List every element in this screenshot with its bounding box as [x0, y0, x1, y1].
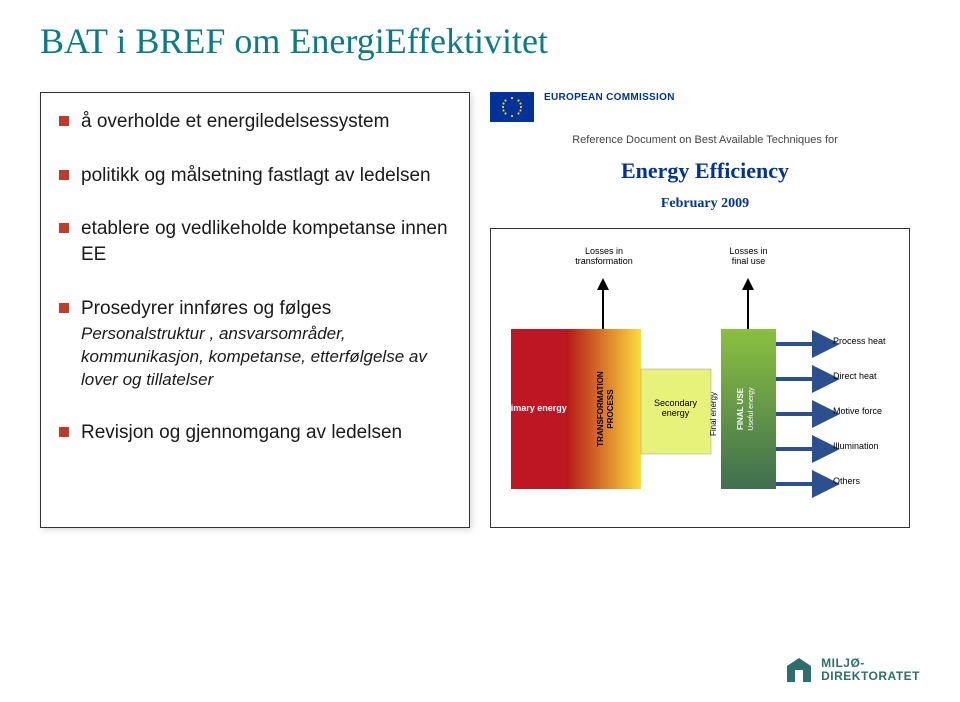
bullet-text: Prosedyrer innføres og følges	[81, 296, 451, 322]
page-title: BAT i BREF om EnergiEffektivitet	[40, 20, 920, 62]
diagram-label: Losses intransformation	[569, 247, 639, 267]
bullet-marker-icon	[59, 303, 69, 313]
diagram-output-label: Motive force	[833, 407, 908, 417]
bullet-text: å overholde et energiledelsessystem	[81, 109, 451, 135]
diagram-output-label: Others	[833, 477, 908, 487]
diagram-label: Losses infinal use	[716, 247, 781, 267]
energy-flow-diagram: TRANSFORMATION PROCESS FINAL USE Useful …	[490, 228, 910, 528]
diagram-label: Secondaryenergy	[643, 399, 708, 419]
doc-main-title: Energy Efficiency	[490, 158, 920, 184]
diagram-label: Primary energy	[499, 404, 569, 414]
svg-text:PROCESS: PROCESS	[606, 389, 615, 429]
bullet-marker-icon	[59, 427, 69, 437]
bullet-text: politikk og målsetning fastlagt av ledel…	[81, 163, 451, 189]
svg-text:FINAL USE: FINAL USE	[736, 387, 745, 430]
bullet-marker-icon	[59, 223, 69, 233]
bullet-item: politikk og målsetning fastlagt av ledel…	[59, 163, 451, 189]
svg-text:TRANSFORMATION: TRANSFORMATION	[596, 371, 605, 447]
logo-mark-icon	[785, 656, 813, 684]
doc-date: February 2009	[490, 196, 920, 212]
bullet-text: Revisjon og gjennomgang av ledelsen	[81, 420, 451, 446]
bullet-marker-icon	[59, 116, 69, 126]
doc-header: EUROPEAN COMMISSION	[490, 92, 920, 122]
diagram-output-label: Illumination	[833, 442, 908, 452]
doc-ref-line: Reference Document on Best Available Tec…	[490, 134, 920, 146]
document-preview: EUROPEAN COMMISSION Reference Document o…	[490, 92, 920, 528]
svg-text:Final energy: Final energy	[709, 392, 718, 436]
diagram-output-label: Process heat	[833, 337, 908, 347]
bullet-item: å overholde et energiledelsessystem	[59, 109, 451, 135]
svg-text:Useful energy: Useful energy	[748, 387, 755, 431]
commission-label: EUROPEAN COMMISSION	[544, 92, 675, 103]
bullet-subtext: Personalstruktur , ansvarsområder, kommu…	[81, 323, 451, 392]
diagram-output-label: Direct heat	[833, 372, 908, 382]
bullet-item: Prosedyrer innføres og følges	[59, 296, 451, 322]
slide: BAT i BREF om EnergiEffektivitet å overh…	[0, 0, 960, 702]
bullet-marker-icon	[59, 170, 69, 180]
bullet-item: etablere og vedlikeholde kompetanse inne…	[59, 216, 451, 267]
bullet-list-box: å overholde et energiledelsessystem poli…	[40, 92, 470, 528]
bullet-text: etablere og vedlikeholde kompetanse inne…	[81, 216, 451, 267]
logo-text: MILJØ-DIREKTORATET	[821, 657, 920, 683]
bullet-item: Revisjon og gjennomgang av ledelsen	[59, 420, 451, 446]
footer-logo: MILJØ-DIREKTORATET	[785, 656, 920, 684]
eu-flag-icon	[490, 92, 534, 122]
content-row: å overholde et energiledelsessystem poli…	[40, 92, 920, 528]
